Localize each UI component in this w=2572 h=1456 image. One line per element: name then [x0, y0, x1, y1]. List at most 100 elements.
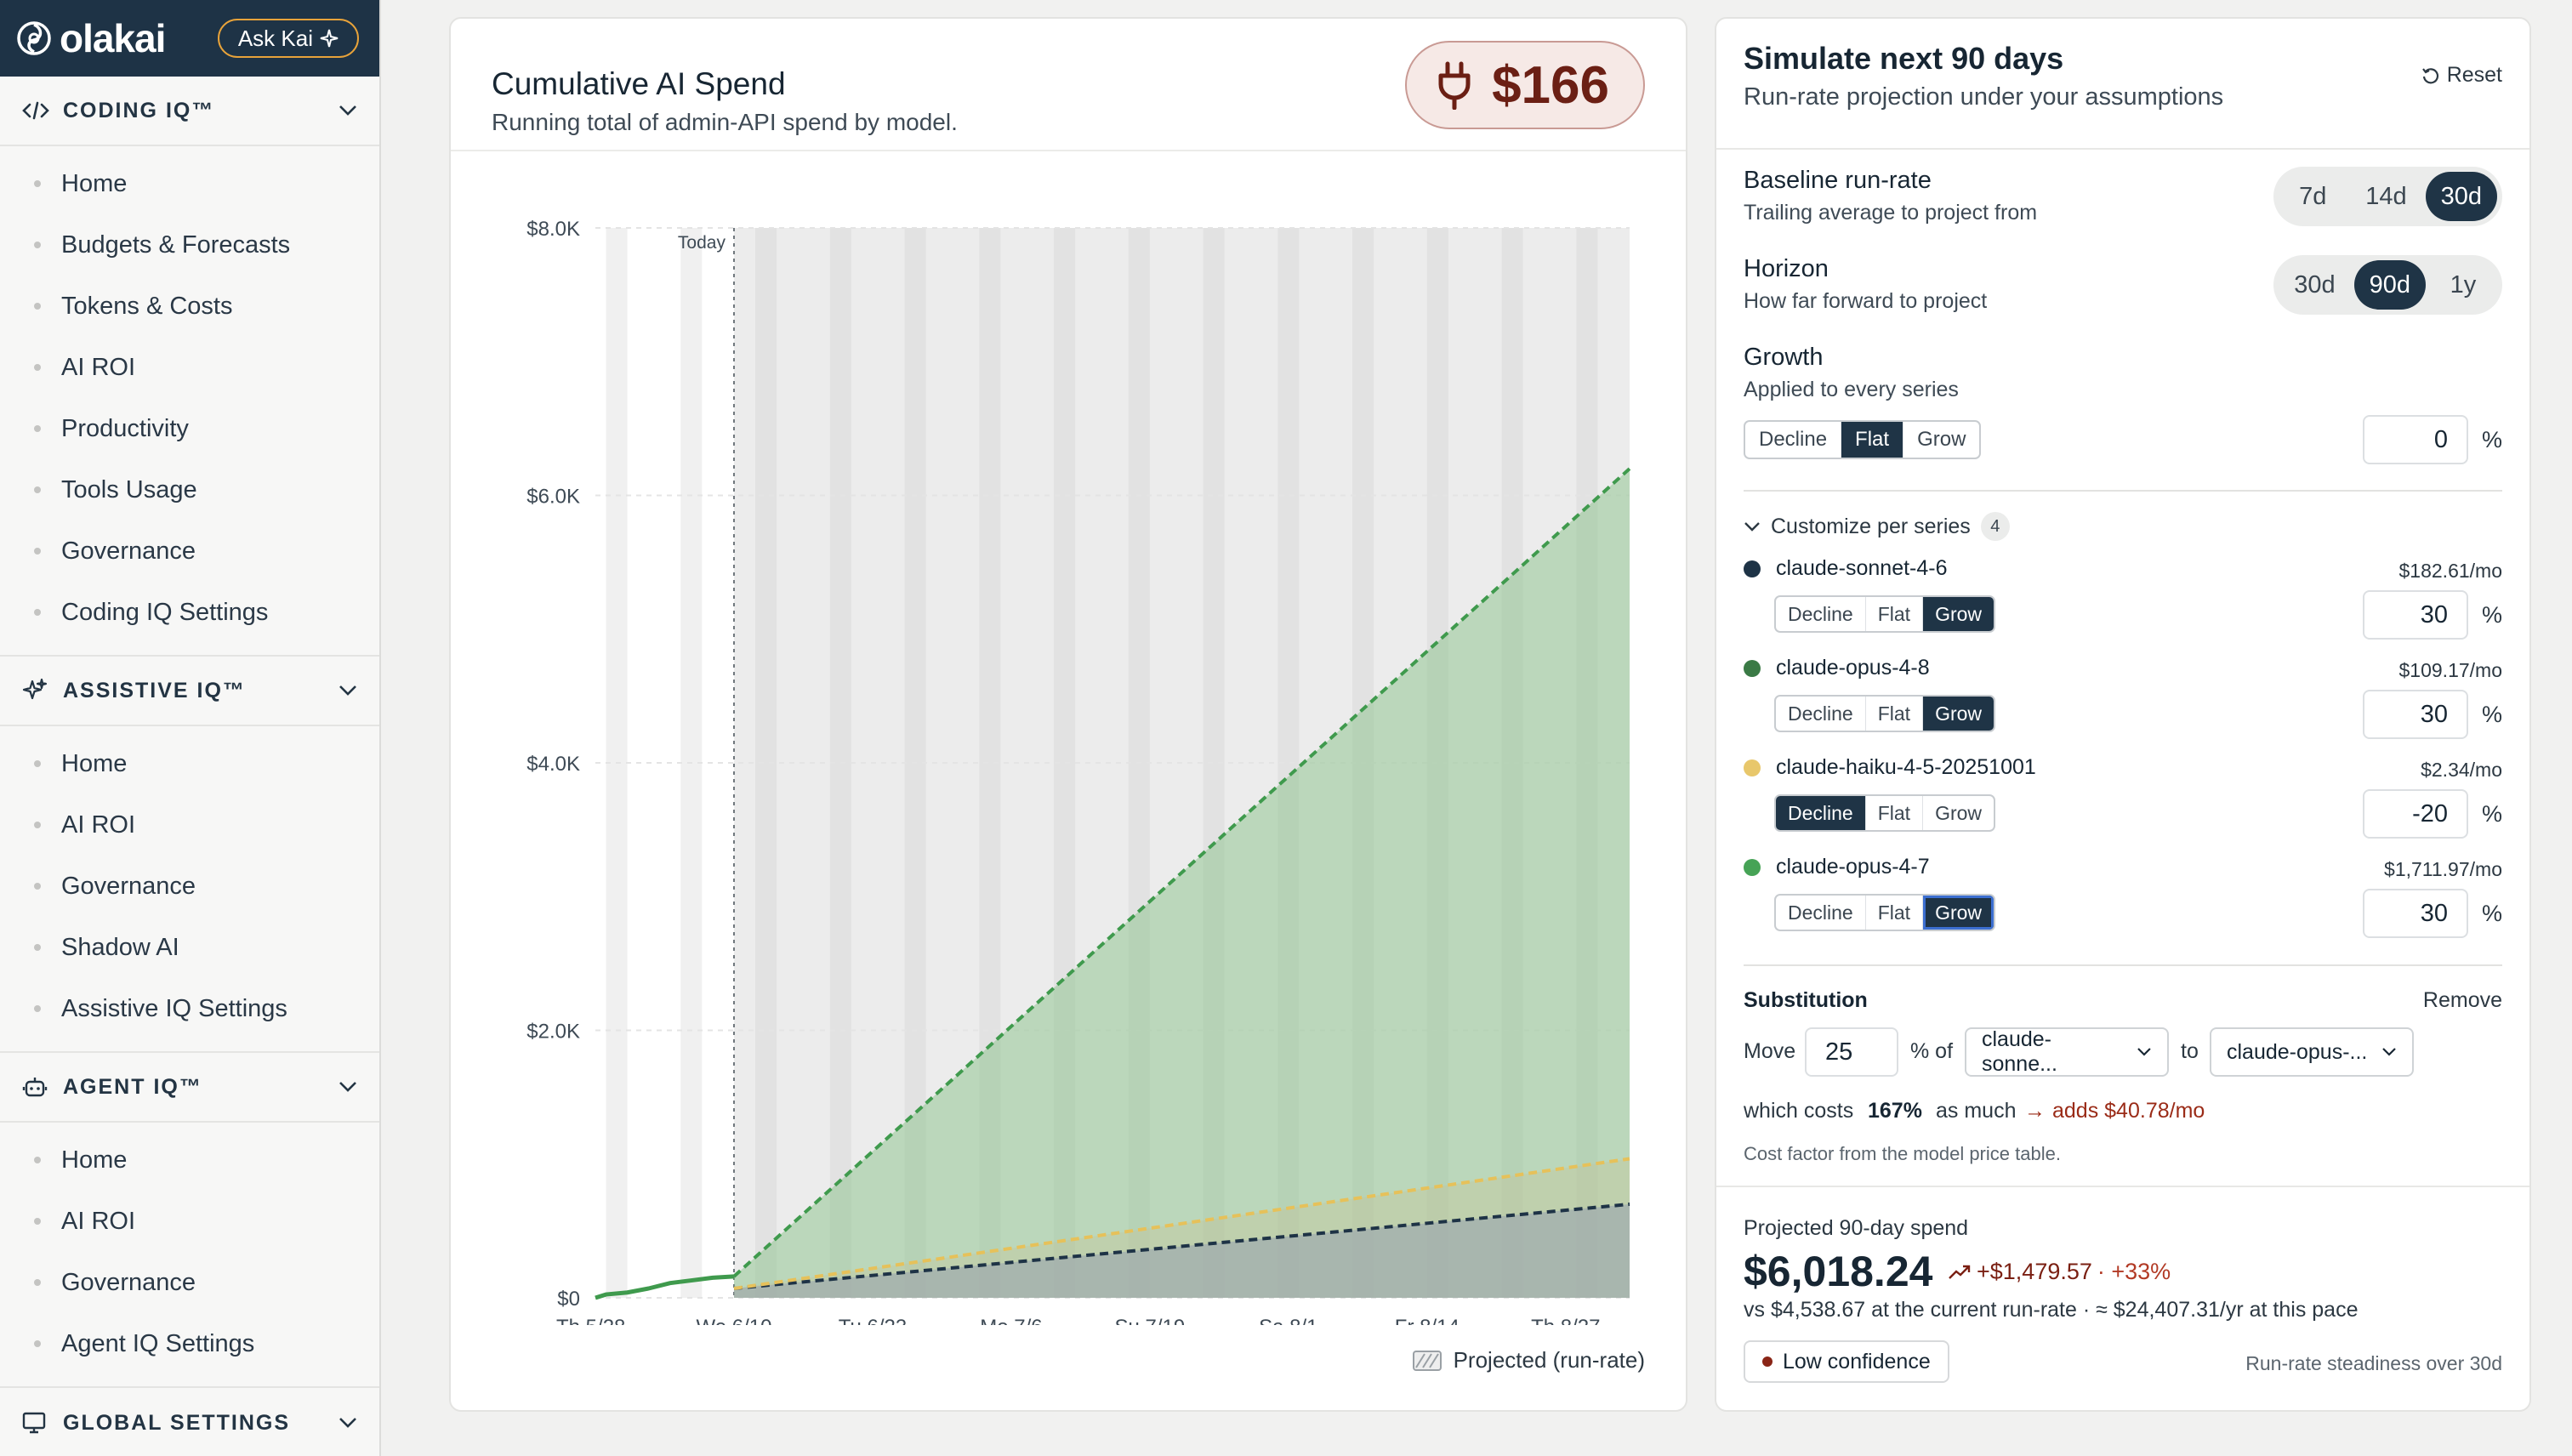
nav-label: Home [61, 1146, 128, 1174]
series-decline-option[interactable]: Decline [1776, 896, 1866, 930]
to-model-select[interactable]: claude-opus-... [2210, 1027, 2414, 1077]
nav-agent-ai-roi[interactable]: AI ROI [0, 1191, 379, 1252]
projection-delta-value: +$1,479.57 [1977, 1259, 2092, 1284]
total-spend-badge: $166 [1405, 41, 1645, 129]
series-decline-option[interactable]: Decline [1776, 597, 1866, 631]
nav-assistive-governance[interactable]: Governance [0, 856, 379, 917]
nav-productivity[interactable]: Productivity [0, 398, 379, 459]
olakai-logo[interactable]: olakai [15, 15, 166, 61]
nav-coding-home[interactable]: Home [0, 153, 379, 214]
projection-comparison: vs $4,538.67 at the current run-rate · ≈… [1744, 1298, 2359, 1322]
chevron-down-icon [339, 685, 356, 696]
nav-label: Tools Usage [61, 475, 197, 503]
monitor-settings-icon [22, 1411, 51, 1435]
nav-agent-iq-settings[interactable]: Agent IQ Settings [0, 1313, 379, 1374]
bullet [34, 180, 41, 187]
series-name: claude-opus-4-8 [1776, 656, 1930, 680]
bullet [34, 944, 41, 951]
percent-unit: % [2481, 801, 2502, 827]
projected-spend-value: $6,018.24 [1744, 1248, 1933, 1295]
nav-tokens-costs[interactable]: Tokens & Costs [0, 276, 379, 337]
series-row-claude-sonnet-4-6: claude-sonnet-4-6 [1744, 556, 1948, 581]
bullet [34, 609, 41, 616]
nav-assistive-iq-settings[interactable]: Assistive IQ Settings [0, 978, 379, 1039]
horizon-help: How far forward to project [1744, 289, 1988, 313]
growth-percent-unit: % [2481, 427, 2502, 452]
section-title: GLOBAL SETTINGS [63, 1410, 291, 1435]
chevron-down-icon [339, 1082, 356, 1092]
section-agent-iq[interactable]: AGENT IQ™ [0, 1053, 379, 1123]
plug-icon [1438, 61, 1471, 110]
series-grow-option[interactable]: Grow [1923, 597, 1994, 631]
substitution-percent-input[interactable]: 25 [1805, 1027, 1898, 1077]
growth-decline-option[interactable]: Decline [1745, 422, 1842, 458]
series-flat-option[interactable]: Flat [1866, 796, 1924, 830]
series-decline-option[interactable]: Decline [1776, 796, 1866, 830]
section-coding-iq[interactable]: CODING IQ™ [0, 77, 379, 146]
as-much-label: as much [1936, 1099, 2017, 1123]
bullet [34, 242, 41, 248]
baseline-help: Trailing average to project from [1744, 201, 2038, 225]
growth-grow-option[interactable]: Grow [1917, 428, 1966, 451]
nav-coding-governance[interactable]: Governance [0, 520, 379, 582]
nav-shadow-ai[interactable]: Shadow AI [0, 917, 379, 978]
series-percent-input[interactable]: -20 [2363, 789, 2468, 839]
arrow-right-icon: → [2024, 1099, 2046, 1123]
nav-assistive-home[interactable]: Home [0, 733, 379, 794]
y-tick-label: $0 [557, 1288, 580, 1311]
series-mode-toggle: Decline Flat Grow [1774, 894, 1996, 931]
series-percent-input[interactable]: 30 [2363, 590, 2468, 640]
horizon-option-30d[interactable]: 30d [2294, 270, 2336, 299]
nav-label: Shadow AI [61, 933, 179, 961]
nav-coding-ai-roi[interactable]: AI ROI [0, 337, 379, 398]
section-assistive-iq[interactable]: ASSISTIVE IQ™ [0, 657, 379, 726]
remove-substitution-button[interactable]: Remove [2422, 988, 2502, 1012]
customize-per-series-toggle[interactable]: Customize per series 4 [1744, 512, 2010, 541]
chevron-down-icon [1744, 522, 1760, 532]
ask-kai-button[interactable]: Ask Kai [217, 19, 359, 58]
bullet [34, 1218, 41, 1225]
baseline-option-30d[interactable]: 30d [2425, 172, 2497, 221]
from-model-value: claude-sonne... [1982, 1027, 2057, 1076]
series-decline-option[interactable]: Decline [1776, 697, 1866, 731]
series-history-claude-opus-4-7 [595, 1274, 735, 1300]
nav-budgets-forecasts[interactable]: Budgets & Forecasts [0, 214, 379, 276]
bullet [34, 364, 41, 371]
projection-delta: +$1,479.57 · +33% [1948, 1259, 2171, 1285]
horizon-option-1y[interactable]: 1y [2450, 270, 2477, 299]
series-grow-option[interactable]: Grow [1935, 801, 1983, 824]
section-global-settings[interactable]: GLOBAL SETTINGS [0, 1388, 379, 1456]
series-percent-input[interactable]: 30 [2363, 690, 2468, 739]
growth-flat-option[interactable]: Flat [1841, 422, 1904, 458]
chevron-down-icon [2137, 1048, 2151, 1056]
percent-unit: % [2481, 702, 2502, 727]
horizon-option-90d[interactable]: 90d [2353, 260, 2426, 310]
series-flat-option[interactable]: Flat [1866, 896, 1924, 930]
baseline-option-14d[interactable]: 14d [2365, 182, 2407, 210]
nav-coding-iq-settings[interactable]: Coding IQ Settings [0, 582, 379, 643]
percent-unit: % [2481, 602, 2502, 628]
added-cost-value: adds $40.78/mo [2052, 1099, 2205, 1123]
to-model-value: claude-opus-... [2227, 1039, 2368, 1064]
nav-label: Home [61, 169, 128, 197]
series-percent-input[interactable]: 30 [2363, 889, 2468, 938]
series-flat-option[interactable]: Flat [1866, 697, 1924, 731]
series-area-claude-sonnet-4-6 [733, 1203, 1630, 1298]
series-grow-option[interactable]: Grow [1923, 896, 1994, 930]
confidence-dot [1762, 1356, 1773, 1367]
bullet [34, 548, 41, 555]
cost-ratio-value: 167% [1868, 1099, 1922, 1123]
series-grow-option[interactable]: Grow [1923, 697, 1994, 731]
bullet [34, 1340, 41, 1347]
growth-percent-input[interactable]: 0 [2363, 415, 2468, 464]
reset-button[interactable]: Reset [2421, 63, 2502, 88]
nav-agent-home[interactable]: Home [0, 1129, 379, 1191]
cumulative-spend-chart[interactable]: $0 $2.0K $4.0K $6.0K $8.0K Th 5/28 We 6/10 Tu 6… [451, 151, 1686, 1325]
nav-label: Tokens & Costs [61, 292, 233, 320]
from-model-select[interactable]: claude-sonne... [1965, 1027, 2169, 1077]
baseline-option-7d[interactable]: 7d [2299, 182, 2327, 210]
nav-assistive-ai-roi[interactable]: AI ROI [0, 794, 379, 856]
nav-tools-usage[interactable]: Tools Usage [0, 459, 379, 520]
series-flat-option[interactable]: Flat [1866, 597, 1924, 631]
nav-agent-governance[interactable]: Governance [0, 1252, 379, 1313]
